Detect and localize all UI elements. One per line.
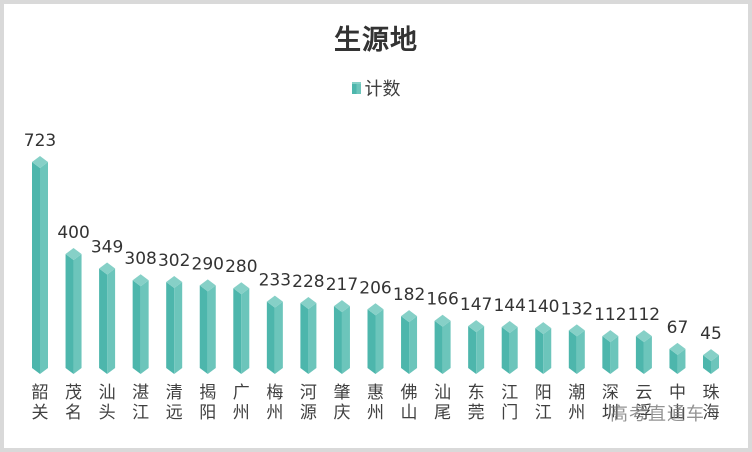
value-label: 308 (124, 249, 156, 269)
category-label: 肇 (333, 383, 350, 403)
value-label: 112 (594, 305, 626, 325)
category-label: 湛 (132, 383, 149, 403)
bar (132, 274, 149, 374)
category-label: 广 (233, 383, 250, 403)
category-label: 河 (300, 383, 317, 403)
category-label: 州 (367, 403, 384, 423)
value-label: 349 (91, 238, 123, 258)
value-label: 228 (292, 272, 324, 292)
category-label: 潮 (568, 383, 585, 403)
legend-swatch-icon (351, 82, 361, 94)
value-label: 302 (158, 251, 190, 271)
category-label: 州 (266, 403, 283, 423)
bar (535, 322, 552, 374)
chart-legend: 计数 (0, 75, 752, 101)
bar (233, 282, 250, 374)
category-label: 远 (166, 403, 183, 423)
bar (65, 248, 82, 374)
bar (602, 330, 619, 374)
category-label: 浮 (635, 403, 652, 423)
value-label: 280 (225, 257, 257, 277)
value-label: 140 (527, 297, 559, 317)
category-label: 深 (602, 383, 619, 403)
category-label: 州 (568, 403, 585, 423)
bar (166, 275, 183, 374)
bar (333, 300, 350, 374)
category-label: 云 (635, 383, 652, 403)
bar (434, 314, 451, 374)
value-label: 67 (667, 318, 689, 338)
bar (635, 330, 652, 374)
category-label: 尾 (434, 403, 451, 423)
value-label: 206 (359, 278, 391, 298)
bar (703, 349, 719, 374)
value-label: 182 (393, 285, 425, 305)
value-label: 132 (561, 299, 593, 319)
category-label: 关 (32, 403, 49, 423)
bar (468, 320, 485, 374)
value-label: 400 (57, 223, 89, 243)
category-label: 庆 (333, 403, 350, 423)
category-label: 山 (669, 403, 686, 423)
value-label: 233 (259, 271, 291, 291)
category-label: 珠 (703, 383, 720, 403)
category-label: 州 (233, 403, 250, 423)
bar (32, 156, 48, 374)
value-label: 166 (426, 290, 458, 310)
category-label: 揭 (199, 383, 216, 403)
category-label: 清 (166, 383, 183, 403)
category-label: 源 (300, 403, 317, 423)
bar (367, 303, 384, 374)
category-label: 阳 (199, 403, 216, 423)
category-label: 茂 (65, 383, 82, 403)
category-label: 海 (703, 403, 720, 423)
bar (568, 324, 585, 374)
bar (266, 295, 283, 374)
category-label: 汕 (99, 383, 116, 403)
category-label: 山 (401, 403, 418, 423)
category-label: 梅 (266, 383, 283, 403)
category-label: 惠 (367, 383, 384, 403)
chart-title: 生源地 (334, 25, 418, 56)
category-label: 江 (535, 403, 552, 423)
bar (300, 297, 317, 374)
value-label: 45 (700, 324, 722, 344)
bar (199, 279, 216, 374)
category-label: 莞 (468, 403, 485, 423)
value-label: 112 (628, 305, 660, 325)
category-label: 圳 (602, 403, 619, 423)
value-label: 290 (192, 254, 224, 274)
legend-label: 计数 (364, 79, 401, 100)
chart-frame (4, 4, 748, 448)
bar (99, 262, 116, 374)
category-label: 头 (99, 403, 116, 423)
category-label: 佛 (401, 383, 418, 403)
bar (401, 310, 418, 374)
category-label: 韶 (32, 383, 49, 403)
value-label: 144 (493, 296, 525, 316)
bar (501, 320, 518, 374)
bar (669, 342, 686, 374)
category-label: 阳 (535, 383, 552, 403)
category-label: 东 (468, 383, 485, 403)
value-label: 217 (326, 275, 358, 295)
category-label: 江 (501, 383, 518, 403)
category-label: 汕 (434, 383, 451, 403)
category-label: 名 (65, 403, 82, 423)
value-label: 723 (24, 131, 56, 151)
category-label: 中 (669, 383, 686, 403)
watermark: 高考直通车 (610, 404, 705, 425)
value-label: 147 (460, 295, 492, 315)
category-label: 门 (501, 403, 518, 423)
category-label: 江 (132, 403, 149, 423)
